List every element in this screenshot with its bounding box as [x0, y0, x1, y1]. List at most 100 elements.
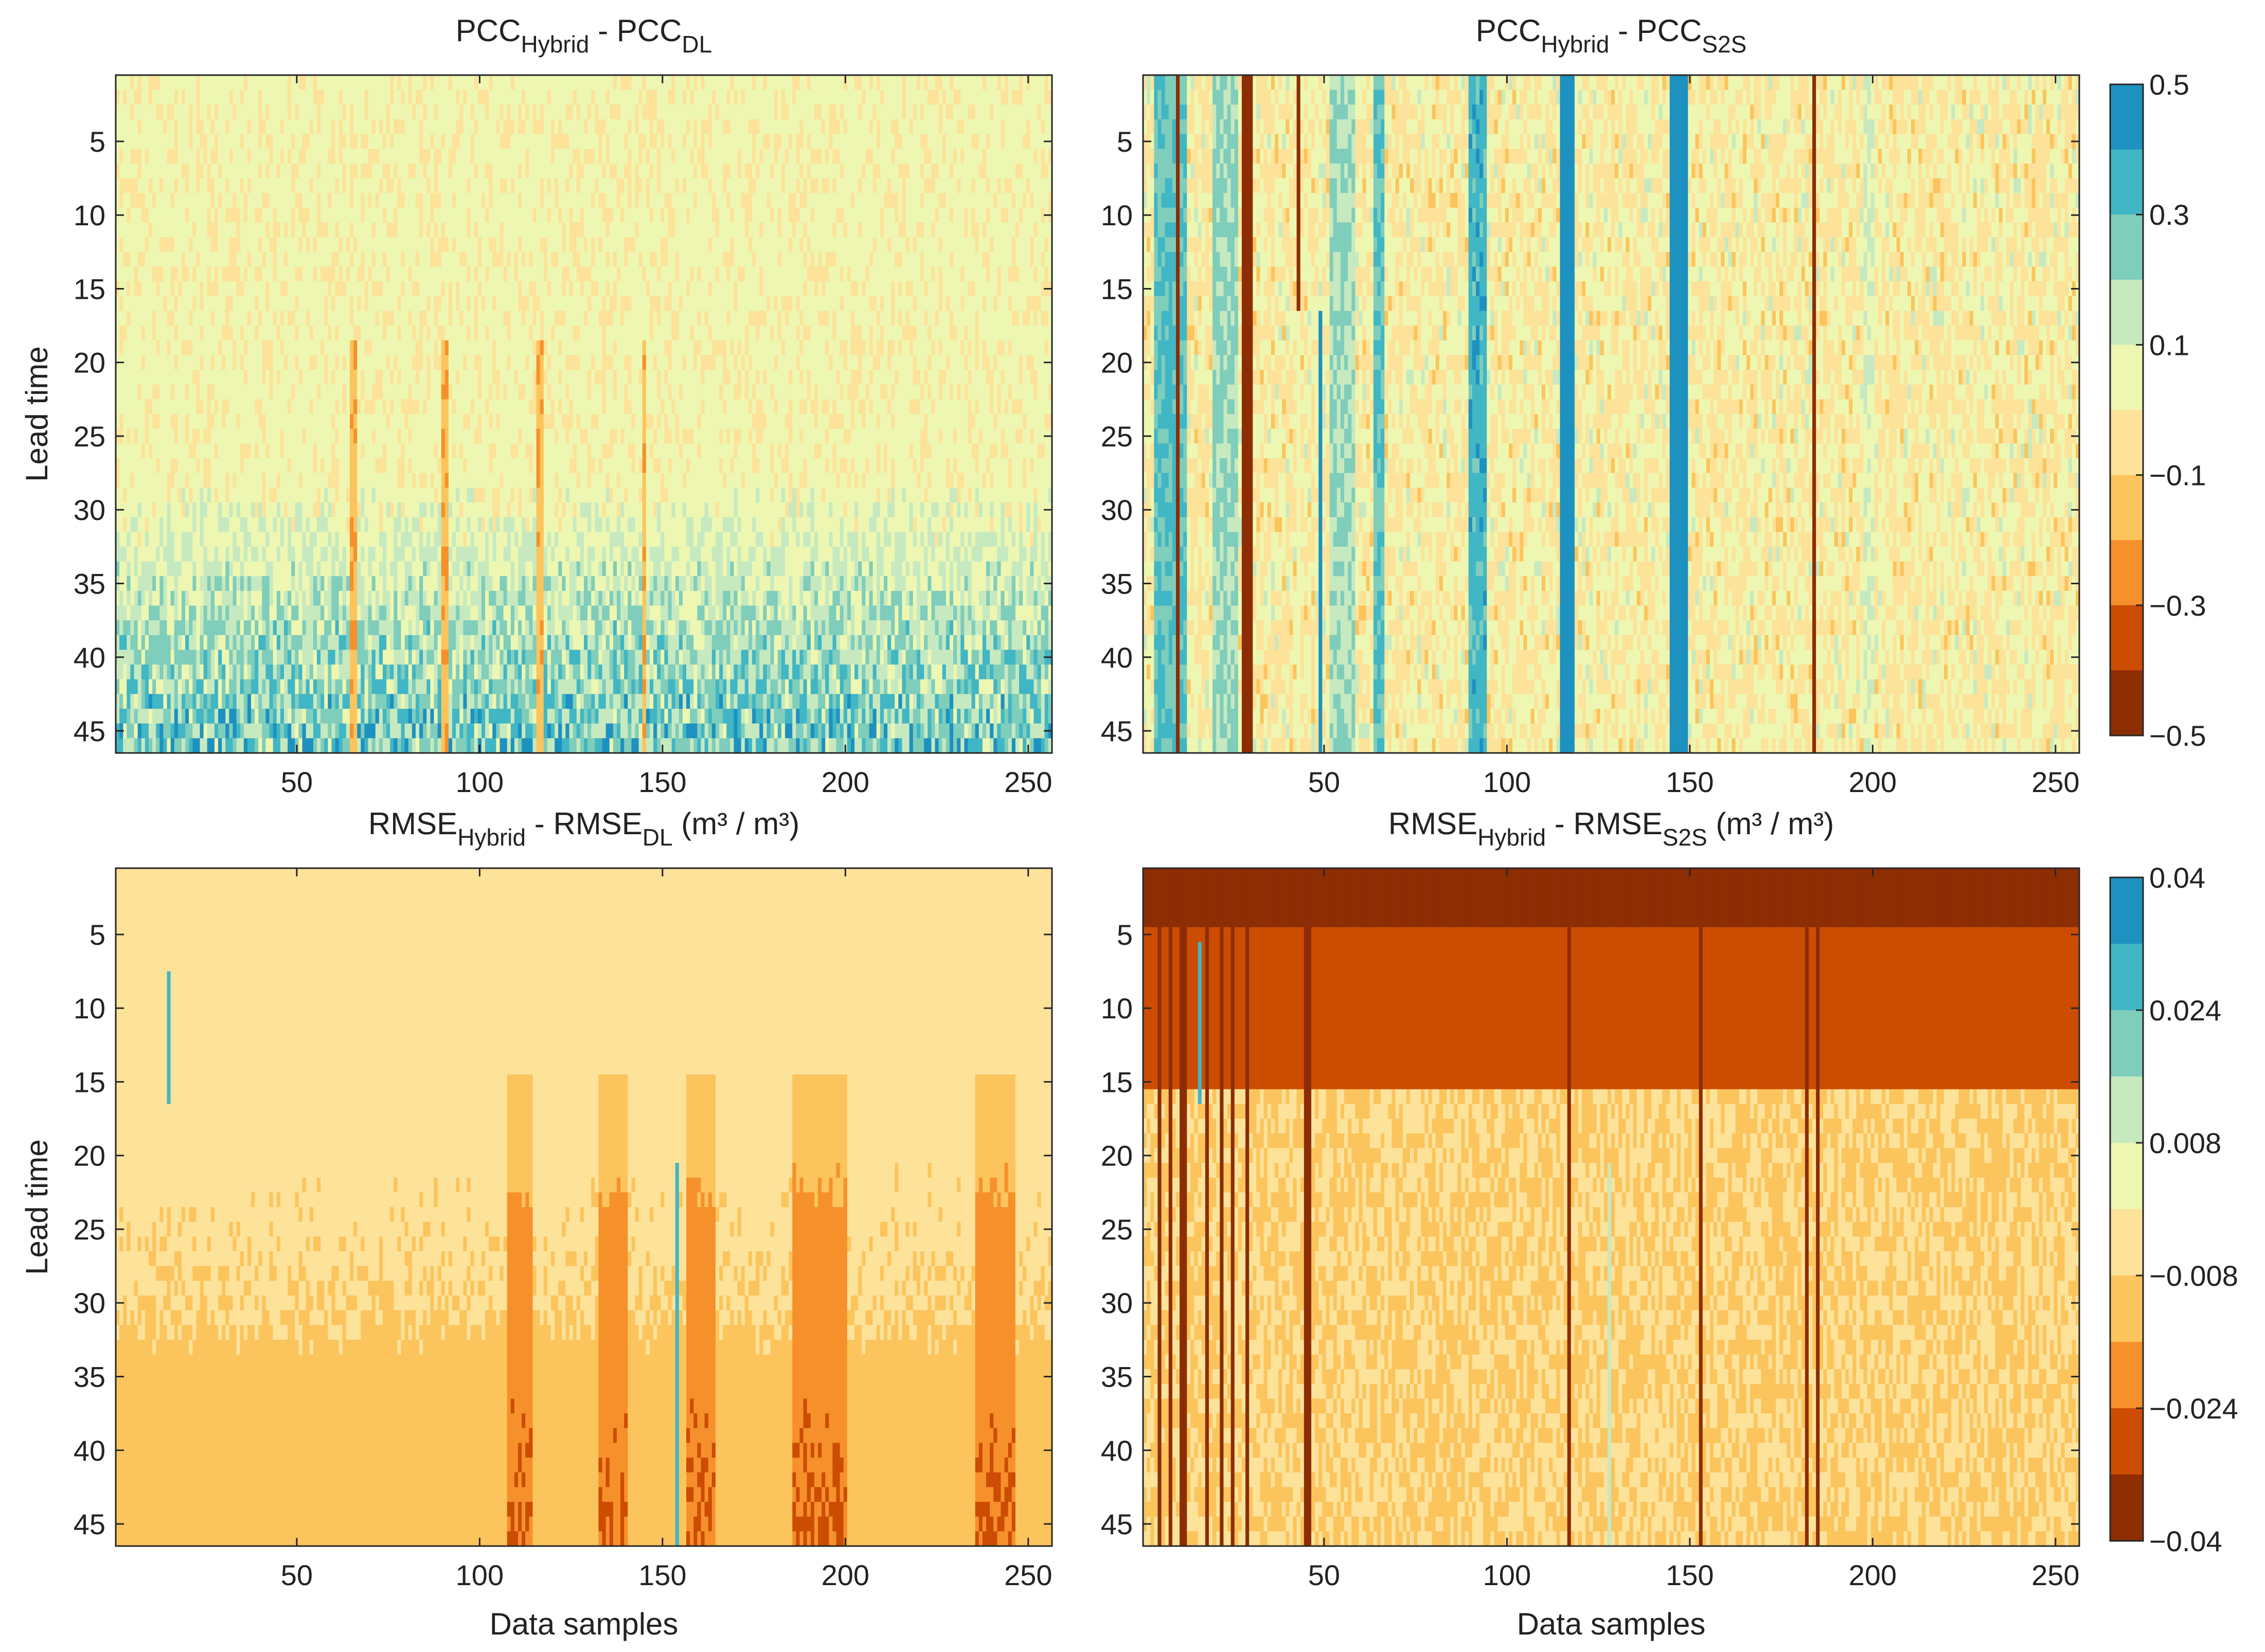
heat-cell [295, 296, 299, 311]
heat-cell [127, 679, 131, 709]
heat-cell [361, 149, 365, 164]
heat-cell [134, 591, 138, 621]
heat-cell [361, 724, 365, 739]
heat-cell [215, 296, 219, 400]
heat-cell [178, 488, 182, 502]
heat-cell [215, 591, 219, 606]
heat-cell [416, 75, 420, 90]
heat-cell [163, 547, 167, 562]
heat-cell [343, 193, 347, 282]
heat-cell [130, 164, 134, 178]
heat-cell [390, 223, 394, 238]
heat-cell [353, 370, 358, 400]
heat-cell [159, 709, 164, 724]
heat-cell [376, 399, 380, 458]
heat-cell [372, 281, 376, 296]
heat-cell [189, 75, 193, 105]
heat-cell [346, 694, 350, 709]
heat-cell [229, 237, 233, 282]
heat-cell [167, 75, 171, 105]
heat-cell [280, 679, 284, 694]
heat-cell [376, 620, 380, 635]
heat-cell [229, 738, 233, 753]
heat-cell [258, 576, 262, 591]
heat-cell [240, 694, 244, 724]
heat-cell [262, 635, 266, 650]
heat-cell [320, 90, 325, 105]
heat-cell [163, 134, 167, 238]
heat-cell [291, 532, 295, 547]
heat-cell [412, 517, 416, 532]
heat-cell [149, 458, 153, 562]
heat-cell [270, 502, 274, 562]
heat-cell [262, 193, 266, 208]
heat-cell [284, 665, 288, 724]
heat-cell [302, 164, 307, 208]
heat-cell [331, 738, 335, 753]
heat-cell [379, 694, 383, 709]
heat-cell [386, 193, 390, 223]
heat-cell [434, 650, 438, 694]
heat-cell [280, 340, 284, 355]
heat-cell [280, 738, 284, 753]
heat-cell [265, 724, 270, 739]
heat-cell [328, 193, 332, 208]
heat-cell [423, 694, 427, 709]
heat-cell [401, 90, 405, 105]
heat-cell [302, 709, 307, 724]
heat-cell [331, 370, 335, 385]
heat-cell [119, 311, 123, 326]
heat-cell [156, 458, 160, 473]
heat-cell [416, 208, 420, 253]
heat-cell [357, 620, 361, 665]
heat-cell [313, 532, 317, 547]
heat-cell [130, 517, 134, 532]
heat-cell [277, 488, 281, 502]
heat-cell [145, 650, 149, 665]
heat-cell [390, 709, 394, 739]
heat-cell [331, 385, 335, 415]
heat-cell [346, 738, 350, 753]
heat-cell [335, 355, 340, 370]
heat-cell [192, 591, 197, 606]
heat-cell [156, 399, 160, 414]
heat-cell [328, 488, 332, 502]
heat-cell [324, 738, 328, 753]
heat-cell [189, 679, 193, 694]
heat-cell [298, 738, 302, 753]
heat-cell [401, 252, 405, 267]
heat-cell [215, 164, 219, 208]
heat-cell [379, 532, 383, 547]
heat-cell [328, 635, 332, 650]
heat-cell [426, 340, 431, 355]
heat-cell [324, 281, 328, 296]
heat-cell [401, 694, 405, 709]
heat-cell [119, 635, 123, 650]
heat-cell [397, 650, 401, 665]
heat-cell [222, 517, 226, 532]
heat-cell [320, 620, 325, 635]
heat-cell [240, 296, 244, 326]
heat-cell [416, 104, 420, 193]
heat-cell [423, 414, 427, 473]
heat-cell [141, 340, 146, 355]
heat-cell [298, 385, 302, 474]
heat-cell [218, 355, 222, 502]
heat-cell [394, 178, 398, 208]
heat-cell [207, 694, 211, 709]
heat-cell [185, 443, 189, 473]
heat-cell [298, 281, 302, 370]
heat-cell [434, 724, 438, 753]
heat-cell [247, 134, 252, 149]
heat-cell [255, 591, 259, 621]
heat-cell [222, 370, 226, 400]
heat-cell [196, 443, 200, 458]
heat-cell [372, 223, 376, 238]
heat-cell [258, 502, 262, 532]
heat-cell [211, 326, 215, 355]
heat-cell [284, 591, 288, 621]
heat-cell [320, 237, 325, 267]
heat-cell [302, 429, 307, 444]
heat-cell [200, 399, 204, 414]
heat-cell [372, 562, 376, 577]
